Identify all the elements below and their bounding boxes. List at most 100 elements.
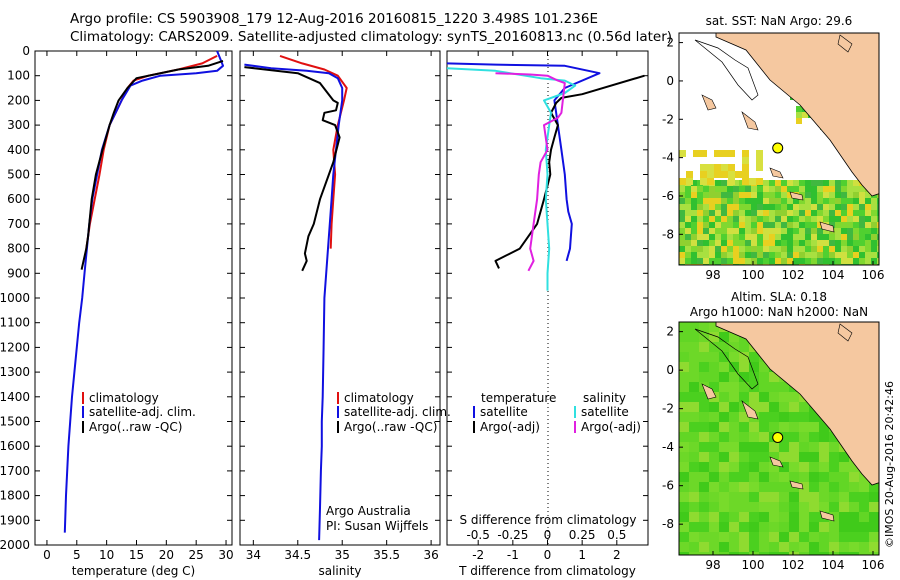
sla-cell <box>729 552 739 555</box>
sst-cell <box>757 252 763 258</box>
sst-cell <box>751 258 757 264</box>
sst-cell <box>763 252 769 258</box>
sst-cell <box>829 246 835 252</box>
sla-cell <box>799 542 809 552</box>
sst-cell <box>703 186 709 192</box>
sst-cell <box>793 198 799 204</box>
island-outline <box>701 383 717 400</box>
sst-cell <box>865 228 871 234</box>
sla-cell <box>719 372 729 382</box>
sla-cell <box>739 452 749 462</box>
sst-cell <box>739 258 745 264</box>
map-y-tick-label: 0 <box>666 363 674 377</box>
y-tick-label: 200 <box>7 93 30 107</box>
sla-cell <box>719 352 729 362</box>
sst-cell <box>709 246 715 252</box>
sla-cell <box>729 522 739 532</box>
sst-cell <box>796 106 802 112</box>
sst-cell <box>775 240 781 246</box>
sla-cell <box>759 362 769 372</box>
sst-cell <box>697 198 703 204</box>
sst-cell <box>697 210 703 216</box>
sst-cell <box>871 228 877 234</box>
sst-cell <box>697 234 703 240</box>
sst-cell <box>787 198 793 204</box>
sst-cell <box>817 228 823 234</box>
header-line-2: Climatology: CARS2009. Satellite-adjuste… <box>70 29 672 45</box>
sst-cell <box>697 240 703 246</box>
sst-cell <box>715 252 721 258</box>
sst-cell <box>733 258 739 264</box>
sst-cell <box>805 246 811 252</box>
sst-cell <box>679 204 685 210</box>
sla-cell <box>739 492 749 502</box>
sla-cell <box>759 472 769 482</box>
sla-cell <box>819 522 829 532</box>
sst-cell <box>727 216 733 222</box>
sla-cell <box>699 422 709 432</box>
sla-cell <box>679 452 689 462</box>
sla-cell <box>769 462 779 472</box>
sst-cell <box>769 216 775 222</box>
sst-cell <box>775 228 781 234</box>
sst-cell <box>745 252 751 258</box>
sst-cell <box>841 252 847 258</box>
sla-cell <box>779 452 789 462</box>
sst-cell <box>853 222 859 228</box>
map-x-tick-label: 104 <box>822 268 845 282</box>
y-tick-label: 1000 <box>0 291 30 305</box>
sla-cell <box>729 542 739 552</box>
sla-cell <box>819 532 829 542</box>
sst-cell <box>728 178 735 185</box>
sla-cell <box>729 462 739 472</box>
sst-cell <box>859 210 865 216</box>
x-tick-label: 34 <box>246 548 261 562</box>
sla-cell <box>759 462 769 472</box>
sla-cell <box>759 502 769 512</box>
sla-cell <box>759 392 769 402</box>
series-line-argo <box>244 66 341 272</box>
difference-axes: T difference from climatology -2 -1 0 1 2 -0.5… <box>447 50 648 578</box>
sla-cell <box>699 342 709 352</box>
difference-legend: temperature salinity satellite Argo(-adj… <box>473 391 641 434</box>
sst-cell <box>728 171 735 178</box>
temp-xlabel: temperature (deg C) <box>72 564 195 578</box>
salinity-series <box>244 54 348 541</box>
sst-cell <box>727 222 733 228</box>
sst-cell <box>703 240 709 246</box>
sst-cell <box>823 228 829 234</box>
sst-cell <box>715 192 721 198</box>
sst-cell <box>757 222 763 228</box>
map-x-tick-label: 102 <box>782 268 805 282</box>
sst-cell <box>859 204 865 210</box>
map-y-tick-label: 2 <box>666 325 674 339</box>
x-tick-label: -1 <box>507 548 519 562</box>
sst-cell <box>787 192 793 198</box>
sst-cell <box>739 210 745 216</box>
sla-cell <box>809 412 819 422</box>
sst-cell <box>715 204 721 210</box>
sst-cell <box>697 192 703 198</box>
sst-cell <box>679 246 685 252</box>
sla-cell <box>729 342 739 352</box>
sst-cell <box>805 204 811 210</box>
sla-cell <box>689 502 699 512</box>
sst-cell <box>829 210 835 216</box>
sst-cell <box>733 240 739 246</box>
sla-cell <box>829 432 839 442</box>
sst-cell <box>715 240 721 246</box>
sla-cell <box>709 412 719 422</box>
sla-cell <box>859 512 869 522</box>
sst-cell <box>775 216 781 222</box>
sst-cell <box>685 204 691 210</box>
x-tick-label: -2 <box>472 548 484 562</box>
sst-cell <box>763 246 769 252</box>
sst-cell <box>829 252 835 258</box>
sla-cell <box>779 512 789 522</box>
sla-cell <box>719 522 729 532</box>
x-tick-label: 35.5 <box>373 548 400 562</box>
sla-cell <box>769 412 779 422</box>
sst-cell <box>733 192 739 198</box>
sla-cell <box>749 392 759 402</box>
sst-cell <box>811 228 817 234</box>
